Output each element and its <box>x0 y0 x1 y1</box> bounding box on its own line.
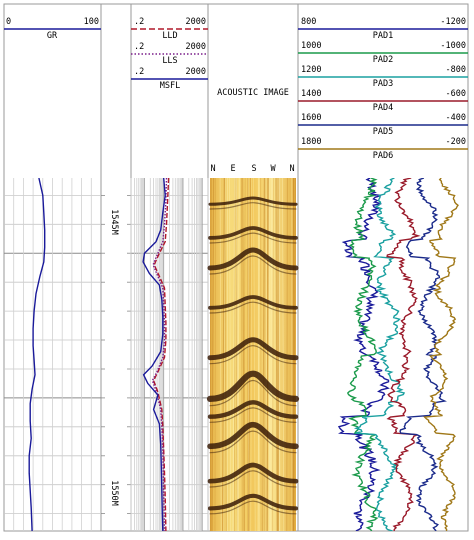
pad4-scale-left: 1400 <box>301 89 321 99</box>
pad-header: 800 -1200 PAD1 1000 -1000 PAD2 1200 -800… <box>298 17 468 161</box>
acoustic-bedding-band <box>208 295 298 310</box>
pad6-label: PAD6 <box>373 151 393 161</box>
gr-label: GR <box>47 31 58 41</box>
pad1-scale-left: 800 <box>301 17 316 27</box>
acoustic-image <box>206 177 300 532</box>
pad6-scale-right: -200 <box>446 137 466 147</box>
pad6-scale-left: 1800 <box>301 137 321 147</box>
pad2-curve <box>346 178 379 531</box>
azimuth-label-e: E <box>230 164 235 174</box>
msfl-label: MSFL <box>160 81 180 91</box>
depth-track-frame <box>100 3 132 532</box>
acoustic-bedding-band <box>209 407 297 423</box>
acoustic-streak <box>209 177 212 532</box>
acoustic-bedding-band <box>208 196 298 206</box>
acoustic-bedding-band <box>209 430 297 454</box>
azimuth-label-n1: N <box>210 164 215 174</box>
acoustic-image-label: ACOUSTIC IMAGE <box>217 88 289 98</box>
lls-scale-left: .2 <box>134 42 144 52</box>
pad4-scale-right: -600 <box>446 89 466 99</box>
acoustic-bedding-band <box>209 470 297 488</box>
lld-scale-left: .2 <box>134 17 144 27</box>
gr-scale-left: 0 <box>6 17 11 27</box>
depth-label-1545: 1545M <box>109 209 119 235</box>
pad3-label: PAD3 <box>373 79 393 89</box>
azimuth-label-n2: N <box>289 164 294 174</box>
lld-scale-right: 2000 <box>186 17 206 27</box>
azimuth-label-w: W <box>270 164 276 174</box>
msfl-scale-left: .2 <box>134 67 144 77</box>
acoustic-bedding-band <box>209 301 297 314</box>
azimuth-label-s: S <box>251 164 256 174</box>
lls-curve <box>151 178 168 531</box>
acoustic-header: ACOUSTIC IMAGE N E S W N <box>210 88 294 174</box>
curves <box>28 178 459 531</box>
pad3-curve <box>353 178 406 531</box>
acoustic-streak <box>271 177 273 532</box>
pad1-scale-right: -1200 <box>440 17 466 27</box>
pad2-label: PAD2 <box>373 55 393 65</box>
lls-label: LLS <box>162 56 177 66</box>
acoustic-bedding-band <box>209 500 297 515</box>
pad5-curve <box>399 178 447 531</box>
acoustic-bedding-band <box>207 493 299 511</box>
depth-grid <box>101 194 131 514</box>
gr-scale-right: 100 <box>84 17 99 27</box>
pad3-scale-right: -800 <box>446 65 466 75</box>
acoustic-streak <box>250 177 253 532</box>
pad2-scale-left: 1000 <box>301 41 321 51</box>
acoustic-streak <box>253 177 256 532</box>
acoustic-bedding-band <box>209 255 297 275</box>
resistivity-header: .2 2000 LLD .2 2000 LLS .2 2000 MSFL <box>131 17 208 91</box>
lld-label: LLD <box>162 31 177 41</box>
msfl-curve <box>142 178 166 531</box>
acoustic-streak <box>262 177 265 532</box>
acoustic-bedding-band <box>207 400 299 419</box>
pad1-curve <box>337 178 390 531</box>
acoustic-bedding-band <box>208 226 298 240</box>
pad2-scale-right: -1000 <box>440 41 466 51</box>
pad1-label: PAD1 <box>373 31 393 41</box>
pad5-label: PAD5 <box>373 127 393 137</box>
msfl-scale-right: 2000 <box>186 67 206 77</box>
acoustic-streak <box>272 177 274 532</box>
acoustic-bedding-band <box>207 421 299 450</box>
resistivity-grid <box>130 178 209 531</box>
pad6-curve <box>423 178 459 531</box>
acoustic-bedding-band <box>206 370 300 402</box>
acoustic-bedding-band <box>207 462 299 484</box>
acoustic-streak <box>243 177 246 532</box>
acoustic-bedding-band <box>207 247 299 271</box>
acoustic-streak <box>232 177 236 532</box>
gr-curve <box>28 178 46 531</box>
acoustic-bedding-band <box>209 379 297 407</box>
gr-grid <box>4 178 101 531</box>
depth-label-1550: 1550M <box>109 480 119 506</box>
pad5-scale-left: 1600 <box>301 113 321 123</box>
pad3-scale-left: 1200 <box>301 65 321 75</box>
acoustic-bedding-band <box>209 345 297 365</box>
pad5-scale-right: -400 <box>446 113 466 123</box>
pad4-label: PAD4 <box>373 103 393 113</box>
acoustic-streak <box>242 177 245 532</box>
acoustic-bedding-band <box>209 232 297 244</box>
acoustic-bedding-band <box>207 337 299 361</box>
pad4-curve <box>386 178 421 531</box>
lls-scale-right: 2000 <box>186 42 206 52</box>
gr-header: 0 100 GR <box>4 17 101 41</box>
acoustic-bedding-band <box>209 202 297 210</box>
